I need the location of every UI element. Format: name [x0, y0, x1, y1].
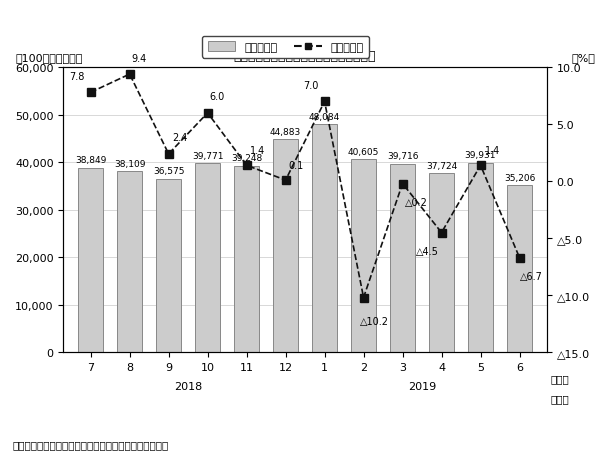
Text: 39,248: 39,248	[231, 154, 262, 163]
Text: 6.0: 6.0	[209, 92, 225, 102]
Text: △6.7: △6.7	[519, 272, 543, 282]
Text: 38,109: 38,109	[114, 160, 146, 169]
Text: （%）: （%）	[571, 52, 595, 62]
Bar	[117, 172, 143, 352]
Text: △0.2: △0.2	[405, 198, 428, 208]
Text: （出所）小売売上高月別統計調査報告よりジェトロ作成: （出所）小売売上高月別統計調査報告よりジェトロ作成	[12, 439, 169, 449]
Text: 39,716: 39,716	[387, 152, 418, 161]
Text: 2018: 2018	[174, 382, 202, 391]
Text: 40,605: 40,605	[348, 148, 379, 156]
Text: 2.4: 2.4	[172, 133, 188, 143]
Bar	[273, 140, 298, 352]
Title: 図　香港の小売売上高と前年同月比の推移: 図 香港の小売売上高と前年同月比の推移	[234, 50, 376, 63]
Bar	[507, 186, 532, 352]
Text: 36,575: 36,575	[153, 167, 185, 176]
Text: 0.1: 0.1	[289, 161, 304, 170]
Text: 1.4: 1.4	[250, 146, 265, 156]
Bar	[312, 124, 337, 352]
Bar	[78, 168, 104, 352]
Bar	[468, 163, 493, 352]
Text: 39,931: 39,931	[465, 151, 496, 160]
Text: △4.5: △4.5	[417, 247, 439, 257]
Text: 35,206: 35,206	[504, 173, 535, 182]
Text: 1.4: 1.4	[485, 146, 500, 156]
Bar	[195, 164, 220, 352]
Text: 9.4: 9.4	[132, 54, 147, 64]
Bar	[351, 160, 376, 352]
Text: （年）: （年）	[551, 393, 569, 403]
Bar	[429, 174, 454, 352]
Text: 2019: 2019	[408, 382, 436, 391]
Bar	[156, 179, 181, 352]
Text: 39,771: 39,771	[192, 152, 224, 161]
Legend: 小売売上高, 前年同月比: 小売売上高, 前年同月比	[202, 37, 370, 59]
Bar	[234, 166, 259, 352]
Text: 7.0: 7.0	[303, 81, 319, 91]
Text: △10.2: △10.2	[360, 316, 389, 326]
Text: 37,724: 37,724	[426, 161, 457, 170]
Text: 48,084: 48,084	[309, 112, 340, 121]
Text: 44,883: 44,883	[270, 128, 301, 136]
Text: （月）: （月）	[551, 373, 569, 383]
Bar	[390, 164, 415, 352]
Text: 38,849: 38,849	[75, 156, 107, 165]
Text: （100万香港ドル）: （100万香港ドル）	[15, 52, 82, 62]
Text: 7.8: 7.8	[69, 72, 85, 82]
